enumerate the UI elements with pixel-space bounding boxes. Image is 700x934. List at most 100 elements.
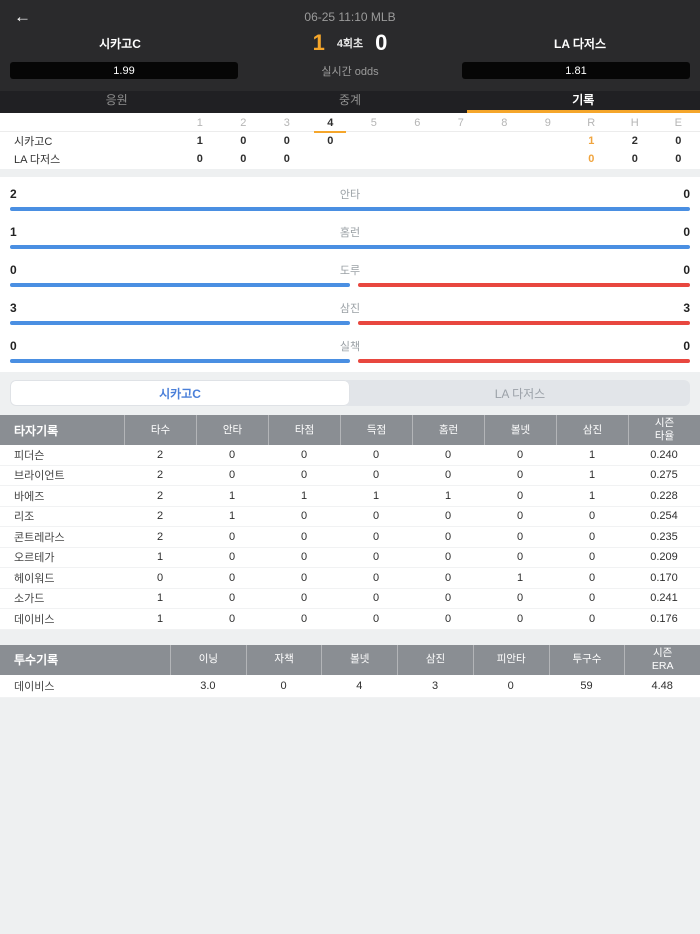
stat-cell-ab: 2 xyxy=(156,489,164,502)
batter-row: 리조 2 1 0 0 0 0 0 0.254 xyxy=(0,506,700,527)
away-stat-value: 0 xyxy=(683,263,690,277)
home-stat-bar xyxy=(10,359,350,363)
stat-bar-texts: 0 도루 0 xyxy=(10,262,690,278)
stat-bar-row: 1 홈런 0 xyxy=(0,218,700,256)
stat-bar-track xyxy=(10,321,690,325)
scoreboard-col-1: 1 xyxy=(178,117,222,129)
tab-bar: 응원 중계 기록 xyxy=(0,91,700,113)
stat-bar-row: 2 안타 0 xyxy=(0,180,700,218)
scoreboard-col-label: 2 xyxy=(240,117,247,129)
stat-cell-hit: 0 xyxy=(228,551,236,564)
home-stat-bar xyxy=(10,283,350,287)
stat-cell-avg: 0.209 xyxy=(650,551,678,564)
stat-cell-bb: 0 xyxy=(516,489,524,502)
player-name: 콘트레라스 xyxy=(14,531,65,544)
stat-cell-so: 0 xyxy=(588,571,596,584)
pitcher-table-title: 투수기록 xyxy=(14,653,59,667)
stat-comparison-bars: 2 안타 0 1 홈런 0 0 도루 0 3 삼진 3 0 실책 0 xyxy=(0,177,700,372)
page-background-filler xyxy=(0,697,700,934)
tab-cheer[interactable]: 응원 xyxy=(105,93,128,107)
scoreboard-col-label: 3 xyxy=(283,117,290,129)
team-selector-away[interactable]: LA 다저스 xyxy=(350,380,690,406)
stat-cell-hr: 0 xyxy=(444,510,452,523)
inning-score-cell: 1 xyxy=(196,135,203,147)
stat-cell-rbi: 1 xyxy=(300,489,308,502)
scoreboard-col-label: 1 xyxy=(196,117,203,129)
stat-cell-bb: 0 xyxy=(516,551,524,564)
home-stat-bar xyxy=(10,207,690,211)
stat-cell-run: 0 xyxy=(372,448,380,461)
batter-table: 타자기록 타수 안타 타점 득점 홈런 볼넷 삼진 시즌 타율 피더슨 2 0 0 0 0 0 1 0.240… xyxy=(0,415,700,630)
home-stat-bar xyxy=(10,245,690,249)
pitcher-row: 데이비스 3.0 0 4 3 0 59 4.48 xyxy=(0,674,700,698)
away-stat-bar xyxy=(358,359,690,363)
stat-cell-ab: 1 xyxy=(156,612,164,625)
stat-cell-hr: 0 xyxy=(444,612,452,625)
stat-cell-hr: 0 xyxy=(444,448,452,461)
scoreboard-col-label: E xyxy=(674,117,682,129)
stat-cell-run: 0 xyxy=(372,530,380,543)
scoreboard-col-9: 9 xyxy=(526,117,570,129)
scoreboard-col-2: 2 xyxy=(222,117,266,129)
match-header: ← 06-25 11:10 MLB 시카고C 1 4회초 0 LA 다저스 1.… xyxy=(0,0,700,91)
player-name: 데이비스 xyxy=(14,613,55,626)
stat-cell-rbi: 0 xyxy=(300,571,308,584)
stat-cell-ab: 0 xyxy=(156,571,164,584)
stat-cell-so: 1 xyxy=(588,489,596,502)
column-header: 자책 xyxy=(245,644,322,675)
away-stat-bar xyxy=(358,321,690,325)
away-stat-value: 0 xyxy=(683,339,690,353)
stat-bar-texts: 1 홈런 0 xyxy=(10,224,690,240)
header-top-row: ← 06-25 11:10 MLB xyxy=(0,6,700,28)
stat-cell-avg: 0.228 xyxy=(650,489,678,502)
live-odds-label: 실시간 odds xyxy=(321,65,379,78)
stat-bar-track xyxy=(10,245,690,249)
stat-cell-bb: 0 xyxy=(516,469,524,482)
stat-cell-so: 0 xyxy=(588,530,596,543)
scoreboard-col-label: 5 xyxy=(370,117,377,129)
pitcher-table: 투수기록 이닝 자책 볼넷 삼진 피안타 투구수 시즌 ERA 데이비스 3.0 0 4 3 0 59 4… xyxy=(0,644,700,698)
scoreboard-col-8: 8 xyxy=(483,117,527,129)
scoreboard-col-E: E xyxy=(657,117,700,129)
column-header: 시즌 ERA xyxy=(624,644,700,675)
away-stat-value: 0 xyxy=(683,225,690,239)
scoreboard-col-label: 7 xyxy=(457,117,464,129)
stat-cell-ab: 2 xyxy=(156,530,164,543)
stat-cell-hit: 0 xyxy=(228,469,236,482)
away-odds-button[interactable]: 1.81 xyxy=(462,62,690,79)
stat-cell-ab: 1 xyxy=(156,592,164,605)
batter-row: 소가드 1 0 0 0 0 0 0 0.241 xyxy=(0,588,700,609)
home-stat-value: 0 xyxy=(10,339,17,353)
runs-cell: 1 xyxy=(588,135,595,147)
stat-cell-era: 4.48 xyxy=(651,679,673,692)
scoreboard-team-row: LA 다저스 0 0 0 0 0 0 xyxy=(0,150,700,168)
away-score: 0 xyxy=(375,30,388,55)
stat-bar-track xyxy=(10,359,690,363)
stat-cell-hr: 1 xyxy=(444,489,452,502)
stat-cell-rbi: 0 xyxy=(300,592,308,605)
away-stat-value: 3 xyxy=(683,301,690,315)
player-name: 소가드 xyxy=(14,593,45,606)
column-header: 득점 xyxy=(340,415,412,445)
stat-cell-hit: 1 xyxy=(228,489,236,502)
inning-score-cell: 0 xyxy=(196,153,203,165)
inning-scoreboard: 1 2 3 4 5 6 7 8 9 R H E 시카고C 1 0 0 0 1 2 0 LA 다저스 0 0 0 0 0 0 xyxy=(0,113,700,169)
stat-cell-hr: 0 xyxy=(444,469,452,482)
stat-cell-ip: 3.0 xyxy=(200,679,216,692)
home-odds-button[interactable]: 1.99 xyxy=(10,62,238,79)
stat-cell-hit: 0 xyxy=(228,448,236,461)
tab-record[interactable]: 기록 xyxy=(466,91,700,113)
batter-row: 바에즈 2 1 1 1 1 0 1 0.228 xyxy=(0,486,700,507)
player-name: 오르테가 xyxy=(14,552,55,565)
pitcher-table-body: 데이비스 3.0 0 4 3 0 59 4.48 xyxy=(0,674,700,698)
team-selector-home[interactable]: 시카고C xyxy=(10,380,350,406)
home-stat-bar xyxy=(10,321,350,325)
stat-cell-avg: 0.240 xyxy=(650,448,678,461)
home-stat-value: 0 xyxy=(10,263,17,277)
tab-broadcast[interactable]: 중계 xyxy=(338,93,362,107)
stat-cell-so: 1 xyxy=(588,469,596,482)
batter-row: 헤이워드 0 0 0 0 0 1 0 0.170 xyxy=(0,568,700,589)
scoreboard-col-label: 8 xyxy=(501,117,508,129)
stat-cell-rbi: 0 xyxy=(300,530,308,543)
back-icon[interactable]: ← xyxy=(14,7,31,26)
